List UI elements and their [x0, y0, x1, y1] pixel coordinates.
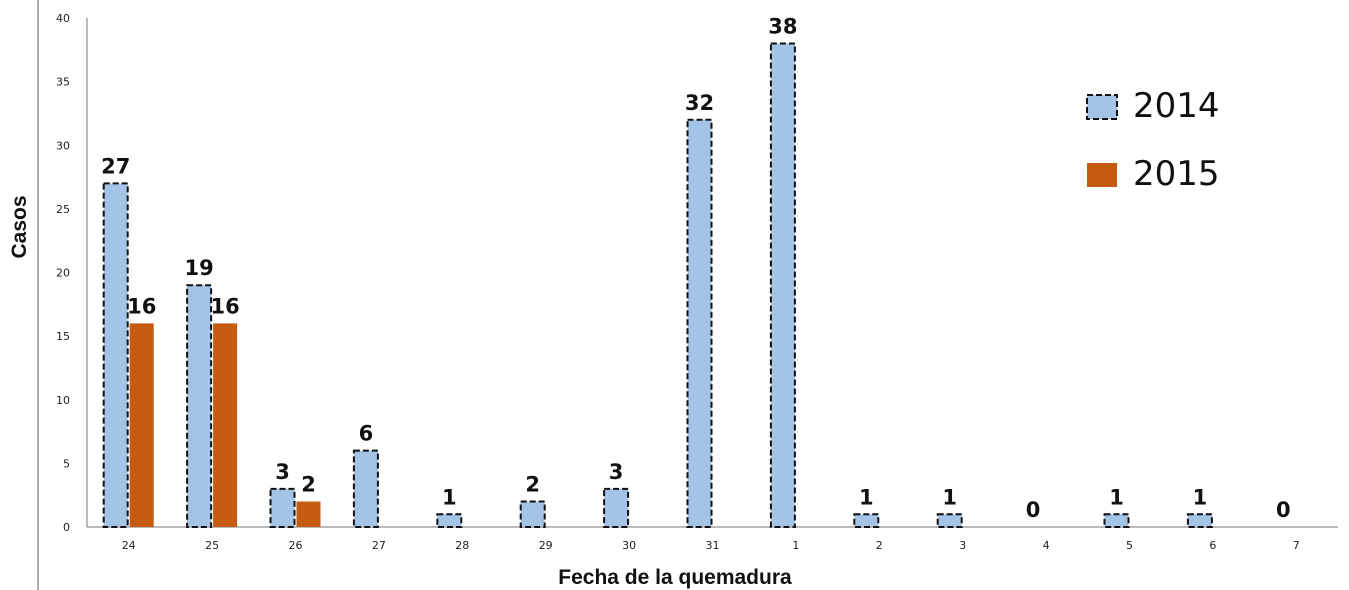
y-tick-label: 15 — [56, 330, 70, 343]
y-axis-ticks: 0 5 10 15 20 25 30 35 40 — [56, 12, 70, 534]
y-tick-label: 0 — [63, 521, 70, 534]
x-tick-label: 29 — [539, 539, 553, 552]
x-tick-label: 3 — [959, 539, 966, 552]
legend-label-2015: 2015 — [1133, 154, 1220, 194]
bar-2015 — [296, 501, 321, 527]
x-tick-label: 7 — [1293, 539, 1300, 552]
x-tick-label: 26 — [289, 539, 303, 552]
data-label-2014: 32 — [685, 91, 714, 115]
y-tick-label: 25 — [56, 203, 70, 216]
data-label-2014: 3 — [609, 460, 624, 484]
bar-2015 — [213, 323, 238, 527]
x-tick-label: 4 — [1043, 539, 1050, 552]
data-label-2014: 3 — [275, 460, 290, 484]
bars — [102, 42, 1213, 529]
bar-2014 — [186, 284, 213, 528]
x-tick-label: 31 — [706, 539, 720, 552]
data-label-2014: 1 — [1193, 485, 1208, 509]
y-tick-label: 40 — [56, 12, 70, 25]
y-tick-label: 35 — [56, 76, 70, 89]
data-label-2014: 2 — [525, 473, 540, 497]
data-label-2014: 1 — [859, 485, 874, 509]
bar-2014 — [269, 487, 296, 529]
x-tick-label: 25 — [205, 539, 219, 552]
data-label-2014: 19 — [184, 256, 213, 280]
data-label-2015: 2 — [301, 473, 316, 497]
legend-label-2014: 2014 — [1133, 86, 1220, 126]
data-label-2014: 38 — [768, 14, 797, 38]
data-label-2014: 1 — [942, 485, 957, 509]
data-label-2015: 16 — [127, 294, 156, 318]
bar-2014 — [1186, 513, 1213, 529]
data-label-2014: 1 — [442, 485, 457, 509]
x-tick-label: 30 — [622, 539, 636, 552]
x-tick-label: 24 — [122, 539, 136, 552]
bar-2014 — [603, 487, 630, 529]
y-tick-label: 20 — [56, 267, 70, 280]
data-label-2015: 16 — [210, 294, 239, 318]
x-tick-label: 6 — [1209, 539, 1216, 552]
legend-swatch-2014 — [1086, 94, 1118, 120]
legend: 2014 2015 — [1086, 86, 1220, 194]
bar-2014 — [936, 513, 963, 529]
x-axis-title: Fecha de la quemadura — [558, 566, 792, 589]
x-axis-ticks: 24 25 26 27 28 29 30 31 1 2 3 4 5 6 7 — [122, 539, 1300, 552]
bar-2014 — [436, 513, 463, 529]
y-tick-label: 30 — [56, 139, 70, 152]
bar-2014 — [853, 513, 880, 529]
data-label-2014: 6 — [359, 422, 374, 446]
y-tick-label: 5 — [63, 457, 70, 470]
bar-2014 — [686, 118, 713, 529]
y-axis-title: Casos — [8, 195, 31, 258]
data-label-2014: 27 — [101, 154, 130, 178]
bar-2014 — [352, 449, 379, 528]
x-tick-label: 2 — [876, 539, 883, 552]
data-label-2014: 0 — [1026, 498, 1041, 522]
data-label-2014: 1 — [1109, 485, 1124, 509]
bar-2014 — [769, 42, 796, 528]
x-tick-label: 28 — [455, 539, 469, 552]
x-tick-label: 27 — [372, 539, 386, 552]
bar-2015 — [129, 323, 154, 527]
data-label-2014: 0 — [1276, 498, 1291, 522]
bar-2014 — [519, 500, 546, 528]
legend-swatch-2015 — [1087, 163, 1117, 187]
bar-2014 — [1103, 513, 1130, 529]
bar-2014 — [102, 182, 129, 529]
x-tick-label: 1 — [792, 539, 799, 552]
x-tick-label: 5 — [1126, 539, 1133, 552]
y-tick-label: 10 — [56, 394, 70, 407]
